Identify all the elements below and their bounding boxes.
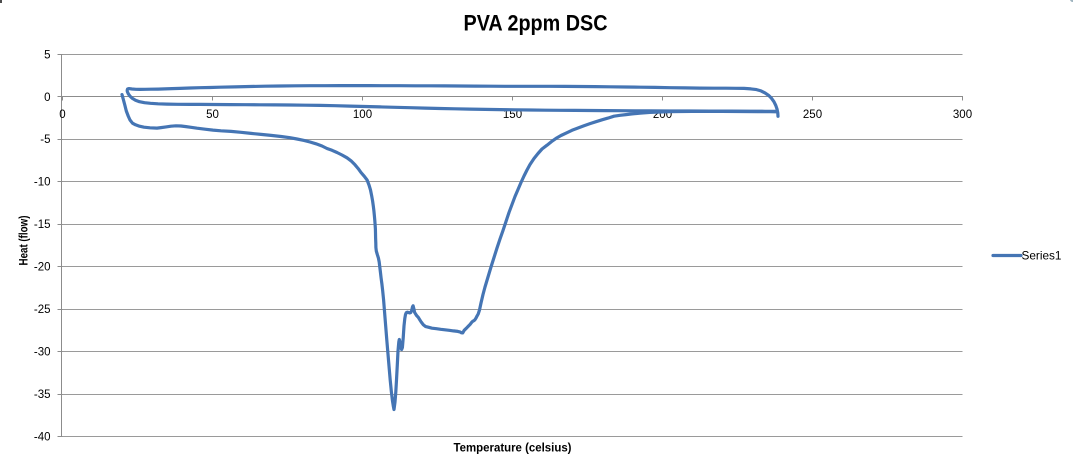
svg-text:-35: -35 — [34, 389, 51, 401]
svg-text:50: 50 — [206, 109, 219, 121]
svg-text:-25: -25 — [34, 304, 51, 316]
svg-text:150: 150 — [503, 109, 522, 121]
svg-text:-30: -30 — [34, 347, 51, 359]
svg-text:-5: -5 — [40, 134, 50, 146]
svg-text:-10: -10 — [34, 177, 51, 189]
svg-text:-15: -15 — [34, 219, 51, 231]
svg-text:Temperature (celsius): Temperature (celsius) — [454, 443, 572, 455]
svg-text:Series1: Series1 — [1022, 250, 1062, 263]
svg-text:100: 100 — [353, 109, 372, 121]
svg-text:-40: -40 — [34, 431, 51, 443]
svg-text:PVA 2ppm DSC: PVA 2ppm DSC — [464, 11, 608, 36]
svg-text:Heat (flow): Heat (flow) — [19, 215, 31, 265]
svg-text:0: 0 — [59, 109, 65, 121]
svg-text:-20: -20 — [34, 262, 51, 274]
svg-text:300: 300 — [953, 109, 972, 121]
svg-text:5: 5 — [44, 49, 50, 61]
svg-text:0: 0 — [44, 92, 50, 104]
svg-text:250: 250 — [803, 109, 822, 121]
